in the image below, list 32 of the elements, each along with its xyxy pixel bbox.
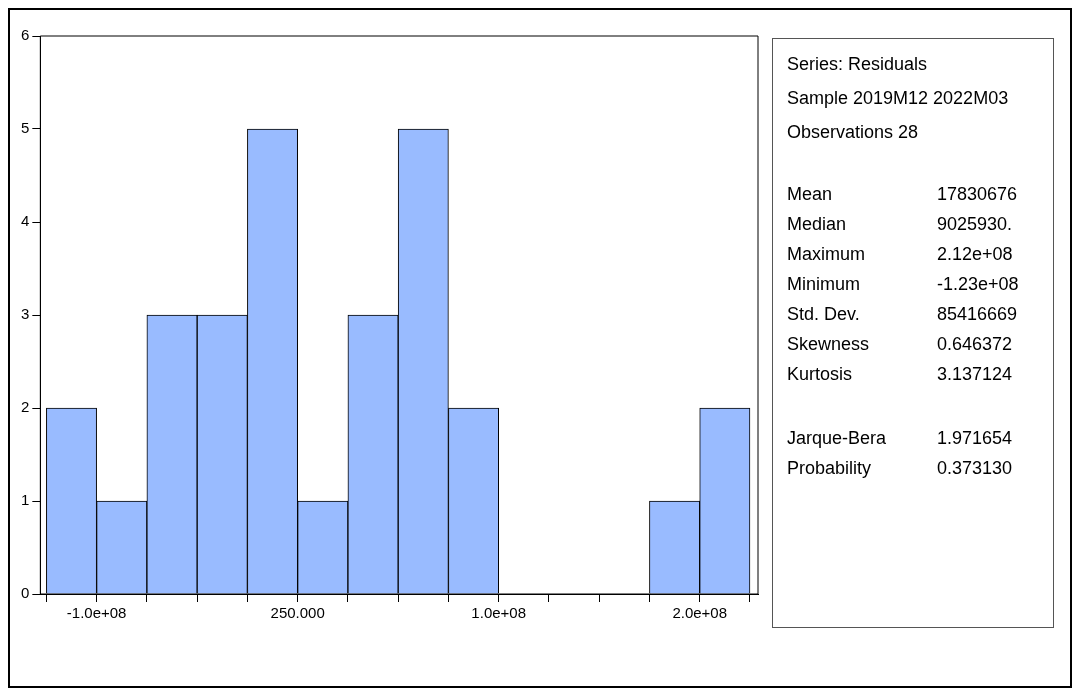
text: Std. Dev. <box>787 303 861 325</box>
text: 85416669 <box>937 303 1018 325</box>
text: Series: Residuals <box>787 52 929 76</box>
text: Mean <box>787 183 834 205</box>
x-tick-label: -1.0e+08 <box>66 604 127 622</box>
y-tick-label: 6 <box>21 26 30 44</box>
y-tick-label: 1 <box>21 491 30 509</box>
x-tick-label: 250.000 <box>270 604 325 622</box>
text: Median <box>787 213 848 235</box>
y-tick-label: 0 <box>21 584 30 602</box>
text: Kurtosis <box>787 363 854 385</box>
text: -1.23e+08 <box>937 273 1019 295</box>
text: Sample 2019M12 2022M03 <box>787 86 1010 110</box>
text: Skewness <box>787 333 871 355</box>
y-tick-label: 2 <box>21 398 30 416</box>
text: 0.646372 <box>937 333 1013 355</box>
x-tick-label: 1.0e+08 <box>471 604 526 622</box>
text: Maximum <box>787 243 866 265</box>
text: Probability <box>787 457 873 479</box>
y-tick-label: 5 <box>21 119 30 137</box>
text: 2.12e+08 <box>937 243 1013 265</box>
text: 3.137124 <box>937 363 1013 385</box>
y-tick-label: 3 <box>21 305 30 323</box>
y-tick-label: 4 <box>21 212 30 230</box>
text: 17830676 <box>937 183 1018 205</box>
text: Minimum <box>787 273 861 295</box>
text: 9025930. <box>937 213 1013 235</box>
x-tick-label: 2.0e+08 <box>672 604 728 622</box>
text: 0.373130 <box>937 457 1013 479</box>
text: Jarque-Bera <box>787 427 888 449</box>
text: Observations 28 <box>787 120 920 144</box>
text: 1.971654 <box>937 427 1013 449</box>
